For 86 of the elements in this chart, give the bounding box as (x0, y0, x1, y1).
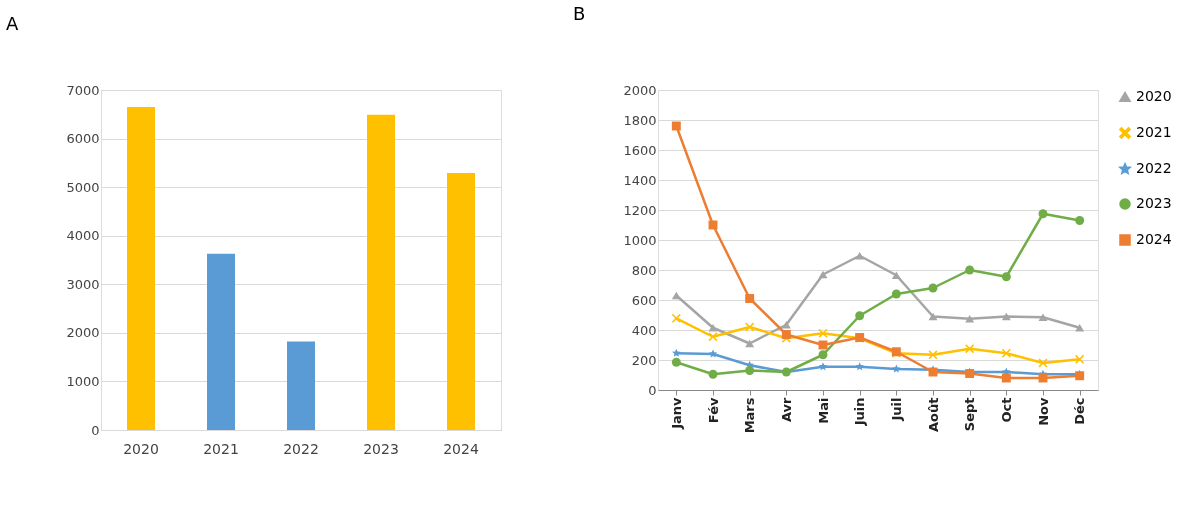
x-tick-label: Juil (888, 397, 904, 422)
x-tick-label: Mai (815, 397, 831, 424)
y-tick-label: 400 (631, 322, 657, 338)
y-tick-label: 1200 (623, 202, 657, 218)
bar (287, 341, 315, 430)
point (745, 322, 755, 332)
y-tick-label: 5000 (66, 179, 100, 195)
legend-label: 2022 (1136, 160, 1172, 176)
y-tick-label: 600 (631, 292, 657, 308)
point (928, 283, 938, 293)
point (745, 294, 755, 303)
x-tick-label: 2022 (283, 440, 319, 457)
y-tick-label: 1400 (623, 172, 657, 188)
y-tick-label: 3000 (66, 276, 100, 292)
point (855, 251, 865, 260)
point (671, 313, 681, 323)
y-tick-label: 2000 (66, 325, 100, 341)
y-tick-label: 7000 (66, 82, 100, 98)
point (855, 311, 865, 321)
point (818, 350, 828, 360)
legend-label: 2023 (1136, 195, 1172, 211)
bar (207, 253, 235, 430)
point (928, 350, 938, 360)
point (708, 349, 718, 358)
x-tick-label: Avr (778, 396, 794, 422)
point (818, 270, 828, 279)
point (928, 312, 938, 321)
point (671, 357, 681, 367)
point (818, 328, 828, 338)
bar (127, 107, 155, 430)
point (1001, 272, 1011, 282)
y-tick-label: 1600 (623, 142, 657, 158)
bar (367, 114, 395, 430)
point (671, 121, 681, 131)
legend-label: 2021 (1136, 124, 1172, 140)
y-tick-label: 200 (631, 352, 657, 368)
y-tick-label: 6000 (66, 131, 100, 147)
point (891, 289, 901, 299)
point (1075, 354, 1085, 364)
y-tick-label: 2000 (623, 82, 657, 98)
point (672, 348, 681, 357)
point (855, 362, 864, 371)
point (1038, 313, 1048, 322)
y-tick-label: 1000 (66, 373, 100, 389)
point (818, 362, 828, 371)
point (781, 320, 791, 329)
legend-label: 2020 (1136, 88, 1172, 104)
y-tick-label: 800 (631, 262, 657, 278)
point (1075, 323, 1085, 332)
legend-label: 2024 (1136, 231, 1172, 247)
x-tick-label: 2023 (363, 440, 399, 457)
x-tick-label: Mars (742, 397, 758, 434)
x-tick-label: 2020 (123, 440, 159, 457)
x-tick-label: Fév (705, 396, 721, 424)
y-tick-label: 0 (91, 422, 100, 438)
point (965, 314, 975, 323)
point (1075, 216, 1085, 225)
point (781, 330, 791, 339)
point (708, 369, 718, 379)
y-tick-label: 4000 (66, 228, 100, 244)
x-tick-label: Août (925, 397, 941, 432)
y-tick-label: 0 (648, 382, 657, 398)
x-tick-label: Déc (1072, 397, 1088, 425)
point (892, 364, 901, 373)
x-tick-label: 2021 (203, 440, 239, 457)
point (891, 271, 901, 280)
point (708, 332, 718, 342)
y-tick-label: 1000 (623, 232, 657, 248)
point (1001, 348, 1011, 358)
point (965, 265, 975, 275)
point (1038, 358, 1048, 368)
x-tick-label: Sept (962, 397, 978, 432)
point (745, 366, 755, 375)
point (1038, 209, 1048, 219)
x-tick-label: Juin (852, 397, 868, 427)
chart-title: B (572, 3, 586, 24)
x-tick-label: Janv (668, 396, 684, 430)
bar (447, 173, 475, 430)
x-tick-label: Nov (1035, 396, 1051, 426)
point (708, 323, 718, 332)
point (965, 344, 975, 354)
x-tick-label: Oct (998, 397, 1014, 423)
chart-title: A (5, 13, 19, 34)
x-tick-label: 2024 (443, 440, 479, 457)
y-tick-label: 1800 (623, 112, 657, 128)
point (1001, 373, 1011, 383)
